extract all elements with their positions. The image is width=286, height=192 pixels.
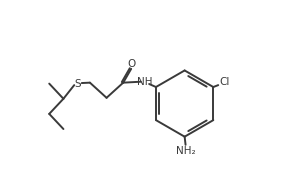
Text: S: S [74, 79, 81, 89]
Text: Cl: Cl [219, 77, 229, 87]
Text: NH₂: NH₂ [176, 146, 195, 156]
Text: NH: NH [137, 77, 153, 87]
Text: O: O [128, 59, 136, 69]
